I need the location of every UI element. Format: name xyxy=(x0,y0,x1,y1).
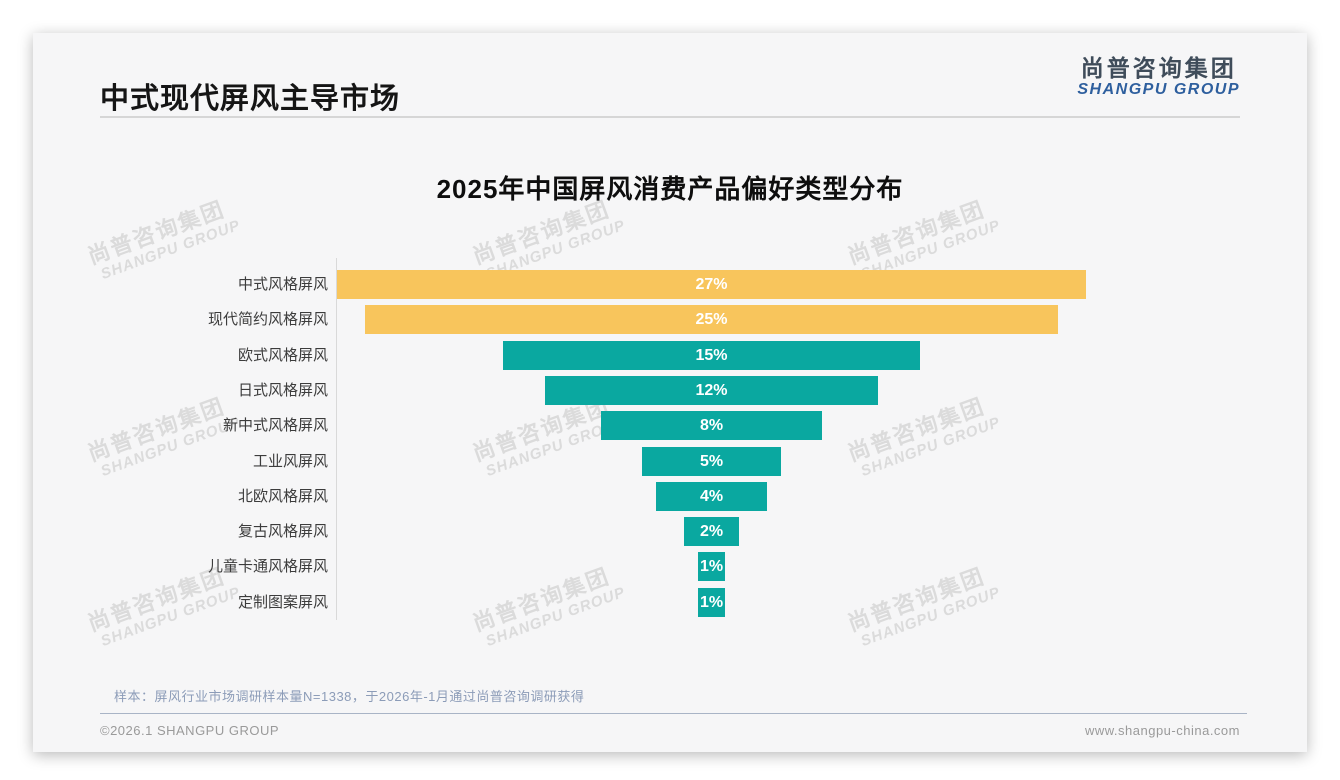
bar xyxy=(364,305,1059,335)
value-label: 1% xyxy=(699,558,724,576)
sample-footnote: 样本：屏风行业市场调研样本量N=1338，于2026年-1月通过尚普咨询调研获得 xyxy=(114,689,585,704)
bar xyxy=(697,587,726,617)
value-label: 8% xyxy=(699,417,724,435)
value-label: 4% xyxy=(699,487,724,505)
category-label: 欧式风格屏风 xyxy=(237,346,328,364)
bar xyxy=(656,481,767,511)
bar-row: 现代简约风格屏风 25% xyxy=(33,305,1307,335)
page-title: 中式现代屏风主导市场 xyxy=(100,83,401,115)
bar-row: 工业风屏风 5% xyxy=(33,446,1307,476)
category-label: 日式风格屏风 xyxy=(237,381,328,399)
bar-row: 儿童卡通风格屏风 1% xyxy=(33,552,1307,582)
bar-row: 中式风格屏风 27% xyxy=(33,270,1307,299)
bar xyxy=(545,375,878,405)
bar xyxy=(337,270,1086,299)
category-label: 定制图案屏风 xyxy=(237,593,328,611)
chart-title: 2025年中国屏风消费产品偏好类型分布 xyxy=(436,174,904,204)
bar xyxy=(600,411,823,441)
footer-divider xyxy=(100,713,1247,714)
funnel-bar-chart: 中式风格屏风 27% 现代简约风格屏风 25% 欧式风格屏风 15% 日式风格屏风 12% 新中… xyxy=(33,33,1307,752)
value-label: 27% xyxy=(695,276,728,293)
bar xyxy=(683,517,740,547)
bar-row: 定制图案屏风 1% xyxy=(33,587,1307,617)
category-label: 北欧风格屏风 xyxy=(237,487,328,505)
category-label: 复古风格屏风 xyxy=(237,523,328,541)
value-label: 15% xyxy=(695,346,728,364)
logo-cn-text: 尚普咨询集团 xyxy=(1080,55,1237,81)
bar-row: 复古风格屏风 2% xyxy=(33,517,1307,547)
value-label: 2% xyxy=(699,523,724,541)
category-label: 新中式风格屏风 xyxy=(222,417,328,435)
bar-row: 欧式风格屏风 15% xyxy=(33,340,1307,370)
category-label: 工业风屏风 xyxy=(252,452,328,470)
value-label: 12% xyxy=(695,381,728,399)
footer-copyright: ©2026.1 SHANGPU GROUP xyxy=(100,723,280,738)
value-label: 25% xyxy=(695,311,728,329)
category-label: 中式风格屏风 xyxy=(237,276,328,293)
category-label: 现代简约风格屏风 xyxy=(207,311,328,329)
bar xyxy=(697,552,726,582)
value-label: 1% xyxy=(699,593,724,611)
company-logo: 尚普咨询集团 SHANGPU GROUP xyxy=(1077,55,1240,100)
category-label: 儿童卡通风格屏风 xyxy=(207,558,328,576)
bar xyxy=(642,446,781,476)
bar-row: 北欧风格屏风 4% xyxy=(33,481,1307,511)
category-axis-line xyxy=(336,258,337,620)
bar xyxy=(503,340,920,370)
bar-row: 日式风格屏风 12% xyxy=(33,375,1307,405)
logo-en-text: SHANGPU GROUP xyxy=(1077,81,1240,99)
slide-card: 尚普咨询集团 SHANGPU GROUP 尚普咨询集团 SHANGPU GROUP 尚普… xyxy=(33,33,1307,752)
bar-row: 新中式风格屏风 8% xyxy=(33,411,1307,441)
value-label: 5% xyxy=(699,452,724,470)
header-divider xyxy=(100,116,1240,118)
footer-website: www.shangpu-china.com xyxy=(1084,723,1240,738)
